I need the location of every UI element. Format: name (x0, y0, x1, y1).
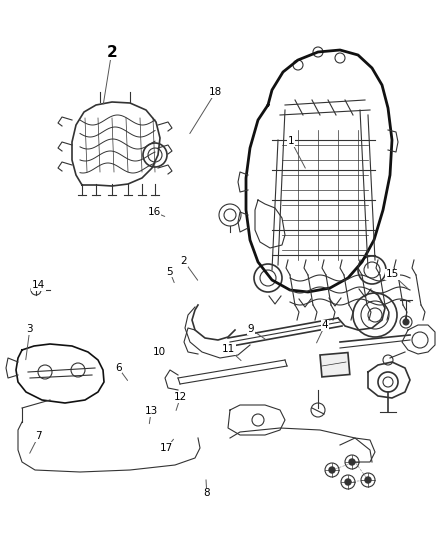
Text: 5: 5 (166, 267, 173, 277)
Text: 2: 2 (180, 256, 187, 266)
Text: 14: 14 (32, 280, 45, 290)
Text: 12: 12 (174, 392, 187, 402)
Text: 9: 9 (247, 325, 254, 334)
Text: 17: 17 (160, 443, 173, 453)
Text: 11: 11 (222, 344, 235, 354)
Text: 13: 13 (145, 407, 158, 416)
Text: 8: 8 (203, 488, 210, 498)
Text: 3: 3 (26, 325, 33, 334)
Bar (320, 352, 350, 377)
Circle shape (329, 467, 335, 473)
Text: 10: 10 (153, 347, 166, 357)
Text: 7: 7 (35, 431, 42, 441)
Circle shape (365, 477, 371, 483)
Text: 15: 15 (386, 270, 399, 279)
Text: 6: 6 (115, 363, 122, 373)
Circle shape (345, 479, 351, 485)
Text: 18: 18 (209, 87, 222, 97)
Text: 4: 4 (321, 320, 328, 330)
Circle shape (349, 459, 355, 465)
Text: 1: 1 (288, 136, 295, 146)
Text: 16: 16 (148, 207, 161, 217)
Circle shape (403, 319, 409, 325)
Text: 2: 2 (106, 45, 117, 60)
